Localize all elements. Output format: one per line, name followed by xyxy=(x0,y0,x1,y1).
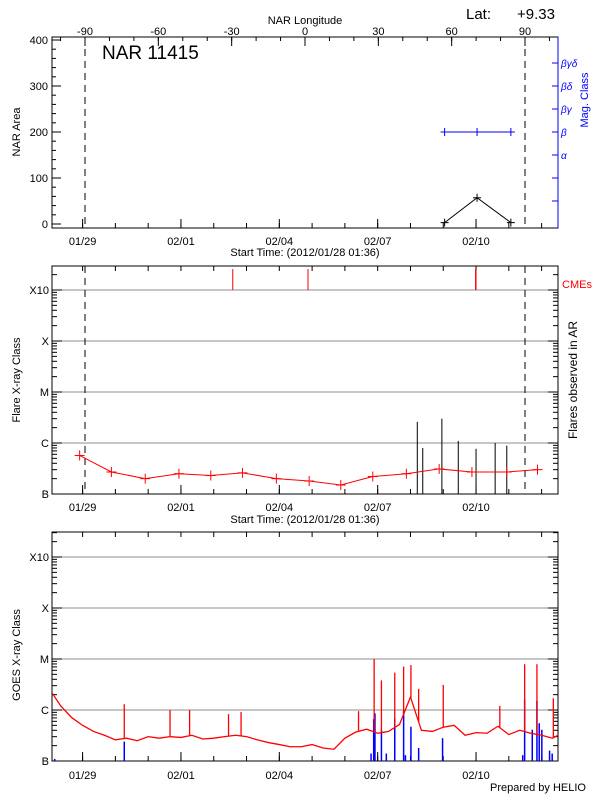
region-title: NAR 11415 xyxy=(102,43,199,64)
mag-class-label: βγδ xyxy=(560,59,578,70)
cme-label: CMEs xyxy=(562,279,592,291)
top-axis-title: NAR Longitude xyxy=(268,15,343,27)
lon-tick-label: 90 xyxy=(519,26,531,38)
flares-observed-axis-title: Flares observed in AR xyxy=(566,321,580,439)
y-tick-label-X10: X10 xyxy=(29,552,49,564)
lon-tick-label: 60 xyxy=(446,26,458,38)
area-tick-label-0: 0 xyxy=(42,219,48,231)
goes-long-line xyxy=(52,693,559,750)
y-tick-label-M: M xyxy=(40,654,49,666)
chart-marks: 0 100 200 300 400 α β βγ βδ βγδ -90 -60 -30 0 30 60 90 01… xyxy=(29,26,577,782)
footer-credit: Prepared by HELIO xyxy=(490,782,586,794)
lon-tick-label: -60 xyxy=(150,26,166,38)
x-tick-label-02-04: 02/04 xyxy=(266,236,294,248)
area-tick-label-300: 300 xyxy=(30,81,48,93)
mag-class-label: βδ xyxy=(560,82,573,93)
x-tick-label-02-04: 02/04 xyxy=(266,770,294,782)
lon-tick-label: 0 xyxy=(302,26,308,38)
flare-class-axis-title: Flare X-ray Class xyxy=(11,337,23,422)
mag-class-axis-title: Mag. Class xyxy=(579,72,591,128)
x-tick-label-02-01: 02/01 xyxy=(167,770,195,782)
x-tick-label-02-07: 02/07 xyxy=(364,502,392,514)
area-tick-label-100: 100 xyxy=(30,173,48,185)
area-line xyxy=(444,197,512,224)
x-tick-label-02-01: 02/01 xyxy=(167,236,195,248)
lon-tick-label: -30 xyxy=(224,26,240,38)
x-tick-label-02-10: 02/10 xyxy=(462,770,490,782)
mag-class-label: α xyxy=(561,151,567,162)
y-tick-label-X10: X10 xyxy=(29,285,49,297)
x-tick-label-02-07: 02/07 xyxy=(364,770,392,782)
mag-class-label: β xyxy=(560,128,567,139)
goes-class-axis-title: GOES X-ray Class xyxy=(11,609,23,701)
area-tick-label-400: 400 xyxy=(30,35,48,47)
y-tick-label-B: B xyxy=(42,489,49,501)
latitude-label: Lat: xyxy=(466,6,491,23)
latitude-value: +9.33 xyxy=(517,6,555,23)
x-tick-label-02-10: 02/10 xyxy=(462,502,490,514)
nar-x-axis-title: Start Time: (2012/01/28 01:36) xyxy=(230,247,379,259)
x-tick-label-02-10: 02/10 xyxy=(462,236,490,248)
y-tick-label-B: B xyxy=(42,756,49,768)
x-tick-label-02-07: 02/07 xyxy=(364,236,392,248)
lon-tick-label: -90 xyxy=(77,26,93,38)
y-tick-label-X: X xyxy=(42,336,50,348)
x-tick-label-02-01: 02/01 xyxy=(167,502,195,514)
x-tick-label-01-29: 01/29 xyxy=(69,502,97,514)
x-tick-label-01-29: 01/29 xyxy=(69,770,97,782)
y-tick-label-M: M xyxy=(40,387,49,399)
y-tick-label-C: C xyxy=(41,705,49,717)
area-tick-label-200: 200 xyxy=(30,127,48,139)
mag-class-label: βγ xyxy=(560,105,573,116)
nar-area-axis-title: NAR Area xyxy=(11,107,23,157)
lon-tick-label: 30 xyxy=(372,26,384,38)
flare-x-axis-title: Start Time: (2012/01/28 01:36) xyxy=(230,514,379,526)
x-tick-label-01-29: 01/29 xyxy=(69,236,97,248)
plot-frame xyxy=(51,531,559,762)
plot-frame xyxy=(51,265,559,495)
y-tick-label-C: C xyxy=(41,438,49,450)
y-tick-label-X: X xyxy=(42,603,50,615)
x-tick-label-02-04: 02/04 xyxy=(266,502,294,514)
